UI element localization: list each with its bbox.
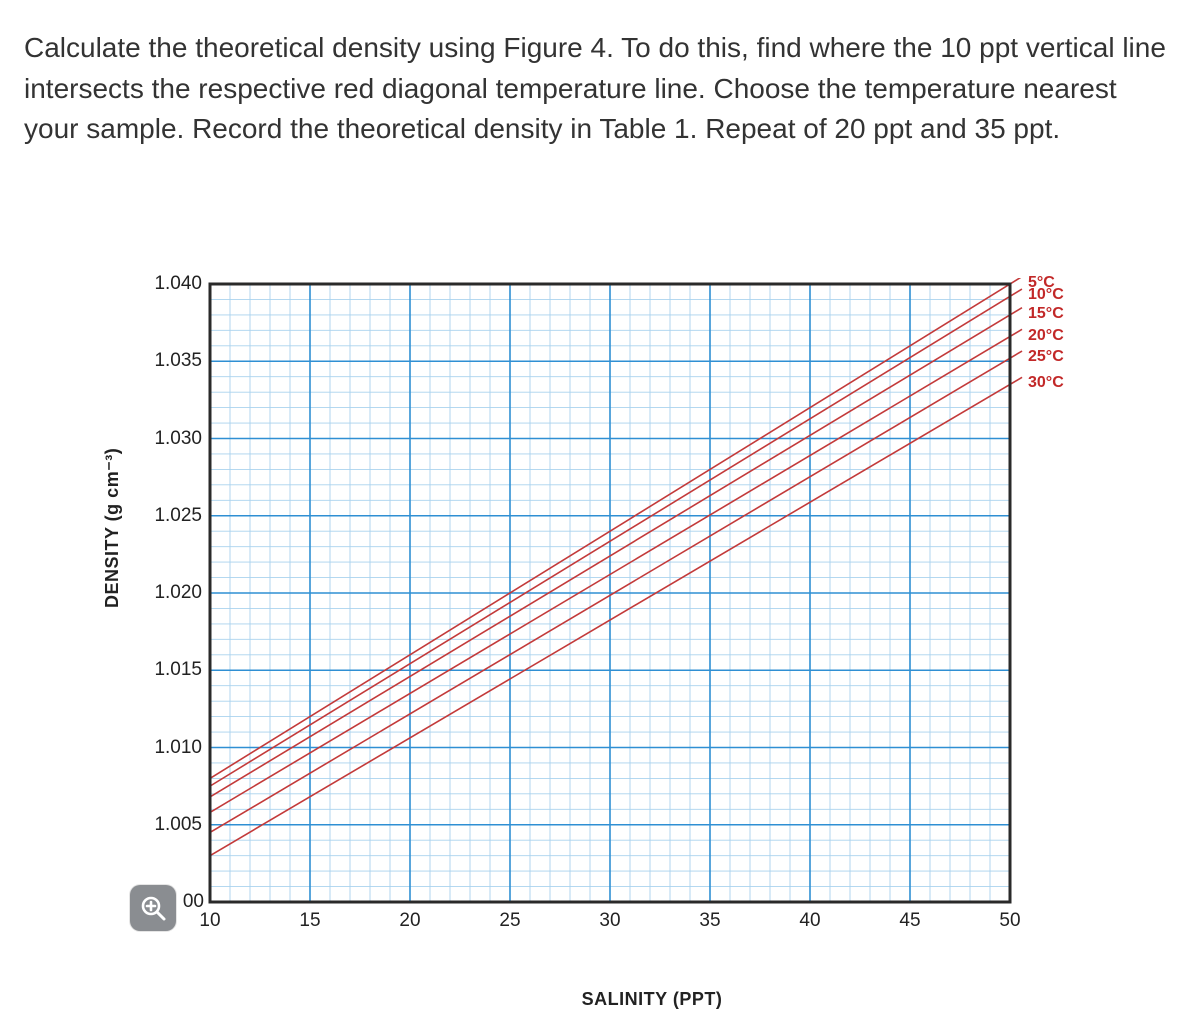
density-salinity-chart: DENSITY (g cm⁻³) 1.0051.0101.0151.0201.0… — [112, 278, 1192, 1006]
x-tick-label: 25 — [490, 910, 530, 932]
y-axis-label: DENSITY (g cm⁻³) — [102, 448, 123, 608]
y-tick-label: 1.020 — [140, 582, 202, 604]
y-tick-label: 1.005 — [140, 814, 202, 836]
y-tick-label: 1.040 — [140, 273, 202, 295]
y-tick-label: 1.010 — [140, 737, 202, 759]
x-tick-label: 15 — [290, 910, 330, 932]
instruction-text: Calculate the theoretical density using … — [24, 28, 1176, 150]
temperature-series-label: 25°C — [1028, 348, 1064, 366]
x-tick-label: 30 — [590, 910, 630, 932]
temperature-series-label: 10°C — [1028, 286, 1064, 304]
y-tick-label: 1.025 — [140, 505, 202, 527]
zoom-in-icon — [139, 894, 167, 922]
x-tick-label: 10 — [190, 910, 230, 932]
chart-svg — [112, 278, 1172, 978]
x-axis-label: SALINITY (PPT) — [112, 989, 1192, 1010]
x-tick-label: 50 — [990, 910, 1030, 932]
temperature-series-label: 20°C — [1028, 327, 1064, 345]
x-tick-label: 45 — [890, 910, 930, 932]
y-tick-label: 1.015 — [140, 659, 202, 681]
zoom-in-button[interactable] — [130, 885, 176, 931]
x-tick-label: 35 — [690, 910, 730, 932]
x-tick-label: 20 — [390, 910, 430, 932]
y-tick-label: 1.035 — [140, 350, 202, 372]
y-tick-label: 1.030 — [140, 428, 202, 450]
x-tick-label: 40 — [790, 910, 830, 932]
temperature-series-label: 30°C — [1028, 374, 1064, 392]
temperature-series-label: 15°C — [1028, 305, 1064, 323]
